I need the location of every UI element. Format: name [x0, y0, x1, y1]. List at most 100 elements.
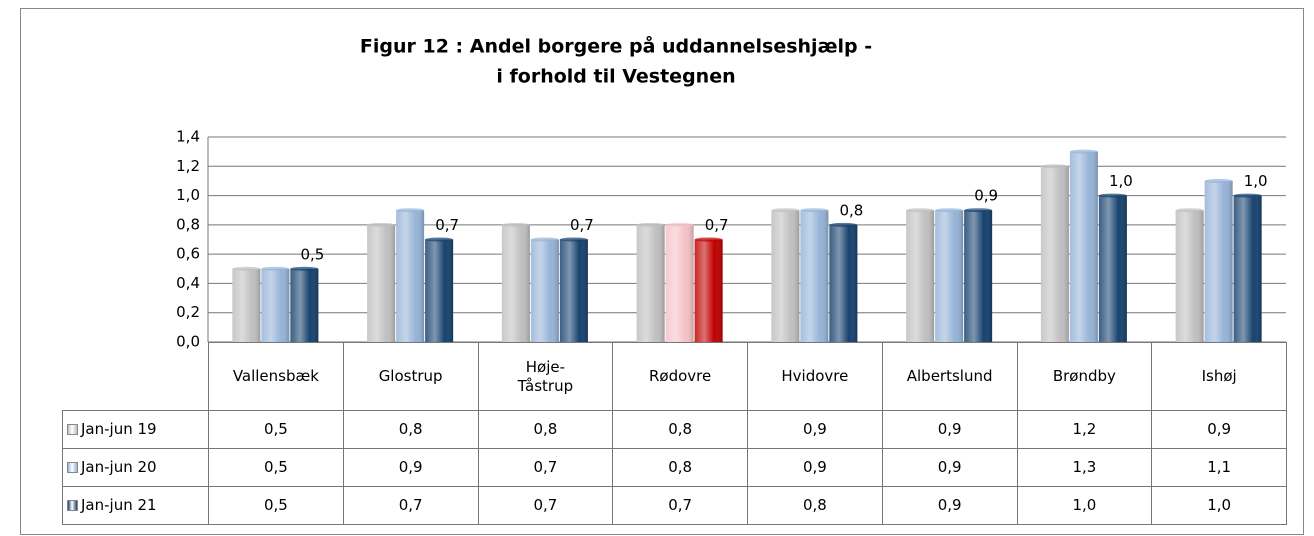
legend-entry: Jan-jun 21	[62, 486, 209, 525]
bar-shine	[1098, 195, 1127, 342]
bar-shine	[829, 224, 858, 342]
legend-entry: Jan-jun 19	[62, 410, 209, 449]
data-label: 1,0	[1109, 172, 1133, 190]
bar-shine	[964, 210, 993, 342]
y-tick-label: 0,8	[176, 215, 200, 233]
bar-shine	[800, 210, 829, 342]
table-value: 0,8	[747, 486, 883, 525]
legend-label: Jan-jun 21	[81, 496, 157, 515]
data-label: 1,0	[1244, 172, 1268, 190]
bar-cap	[906, 208, 935, 213]
table-value: 0,9	[1151, 410, 1287, 449]
bar-shine	[694, 239, 723, 342]
table-value: 0,9	[881, 448, 1018, 487]
bar-cap	[501, 222, 530, 227]
bar-shine	[1233, 195, 1262, 342]
category-label: Hvidovre	[747, 342, 883, 411]
bar-shine	[396, 210, 425, 342]
table-value: 0,8	[612, 410, 748, 449]
bar-cap	[559, 237, 588, 242]
data-label: 0,7	[705, 216, 729, 234]
chart-frame	[20, 8, 1304, 535]
category-label: Rødovre	[612, 342, 748, 411]
data-label: 0,7	[435, 216, 459, 234]
bar-shine	[935, 210, 964, 342]
bar-shine	[559, 239, 588, 342]
bar-cap	[1233, 193, 1262, 198]
bar-cap	[1098, 193, 1127, 198]
bar-shine	[1069, 151, 1098, 342]
bar-shine	[771, 210, 800, 342]
bar-shine	[261, 268, 290, 342]
chart-title: Figur 12 : Andel borgere på uddannelsesh…	[360, 34, 872, 58]
table-value: 0,7	[477, 448, 614, 487]
bar-cap	[1040, 164, 1069, 169]
table-value: 0,9	[881, 486, 1018, 525]
data-label: 0,7	[570, 216, 594, 234]
y-tick-label: 0,0	[176, 333, 200, 351]
y-tick-label: 1,2	[176, 157, 200, 175]
category-label: Brøndby	[1016, 342, 1153, 411]
legend-label: Jan-jun 19	[81, 420, 157, 439]
category-label: Albertslund	[881, 342, 1018, 411]
y-tick-label: 1,0	[176, 186, 200, 204]
bar-shine	[906, 210, 935, 342]
data-label: 0,8	[839, 201, 863, 219]
table-value: 0,5	[208, 410, 344, 449]
chart-title: i forhold til Vestegnen	[496, 66, 735, 88]
bar-cap	[636, 222, 665, 227]
bar-shine	[1040, 166, 1069, 342]
table-value: 0,8	[342, 410, 479, 449]
bar-shine	[1175, 210, 1204, 342]
table-value: 0,5	[208, 486, 344, 525]
bar-shine	[290, 268, 319, 342]
legend-label: Jan-jun 20	[81, 458, 157, 477]
table-value: 1,2	[1016, 410, 1153, 449]
y-tick-label: 0,6	[176, 245, 200, 263]
bar-cap	[800, 208, 829, 213]
header-row: Vallensbæk Glostrup Høje- Tåstrup Rødovre Hv…	[63, 342, 1287, 411]
bar-cap	[771, 208, 800, 213]
series-row: Jan-jun 19 0,5 0,8 0,8 0,8 0,9 0,9 1,2 0,9	[62, 410, 1287, 449]
table-value: 1,0	[1151, 486, 1287, 525]
table-value: 0,7	[612, 486, 748, 525]
bar-shine	[232, 268, 261, 342]
table-value: 0,9	[747, 410, 883, 449]
data-table: Vallensbæk Glostrup Høje- Tåstrup Rødovre Hv…	[62, 342, 1287, 525]
bar-shine	[636, 224, 665, 342]
category-label: Ishøj	[1151, 342, 1287, 411]
bar-shine	[367, 224, 396, 342]
bar-shine	[530, 239, 559, 342]
bar-shine	[1204, 180, 1233, 342]
series-row: Jan-jun 21 0,5 0,7 0,7 0,7 0,8 0,9 1,0 1,0	[62, 486, 1287, 525]
category-label: Høje- Tåstrup	[477, 342, 614, 411]
bar-cap	[232, 266, 261, 271]
table-value: 0,5	[208, 448, 344, 487]
bar-shine	[501, 224, 530, 342]
legend-entry: Jan-jun 20	[62, 448, 209, 487]
bar-cap	[425, 237, 454, 242]
table-value: 0,9	[342, 448, 479, 487]
bar-cap	[964, 208, 993, 213]
bar-cap	[530, 237, 559, 242]
series-row: Jan-jun 20 0,5 0,9 0,7 0,8 0,9 0,9 1,3 1,1	[62, 448, 1287, 487]
bar-cap	[694, 237, 723, 242]
bar-cap	[665, 222, 694, 227]
table-value: 1,1	[1151, 448, 1287, 487]
bar-shine	[665, 224, 694, 342]
bar-cap	[396, 208, 425, 213]
legend-key	[67, 424, 78, 436]
bar-shine	[425, 239, 454, 342]
data-label: 0,9	[974, 187, 998, 205]
table-value: 0,7	[477, 486, 614, 525]
bar-cap	[1175, 208, 1204, 213]
y-tick-label: 0,2	[176, 303, 200, 321]
bar-cap	[261, 266, 290, 271]
table-value: 1,3	[1016, 448, 1153, 487]
table-value: 0,7	[342, 486, 479, 525]
y-tick-label: 0,4	[176, 274, 200, 292]
bar-cap	[935, 208, 964, 213]
category-label: Vallensbæk	[208, 342, 344, 411]
bar-cap	[1204, 178, 1233, 183]
